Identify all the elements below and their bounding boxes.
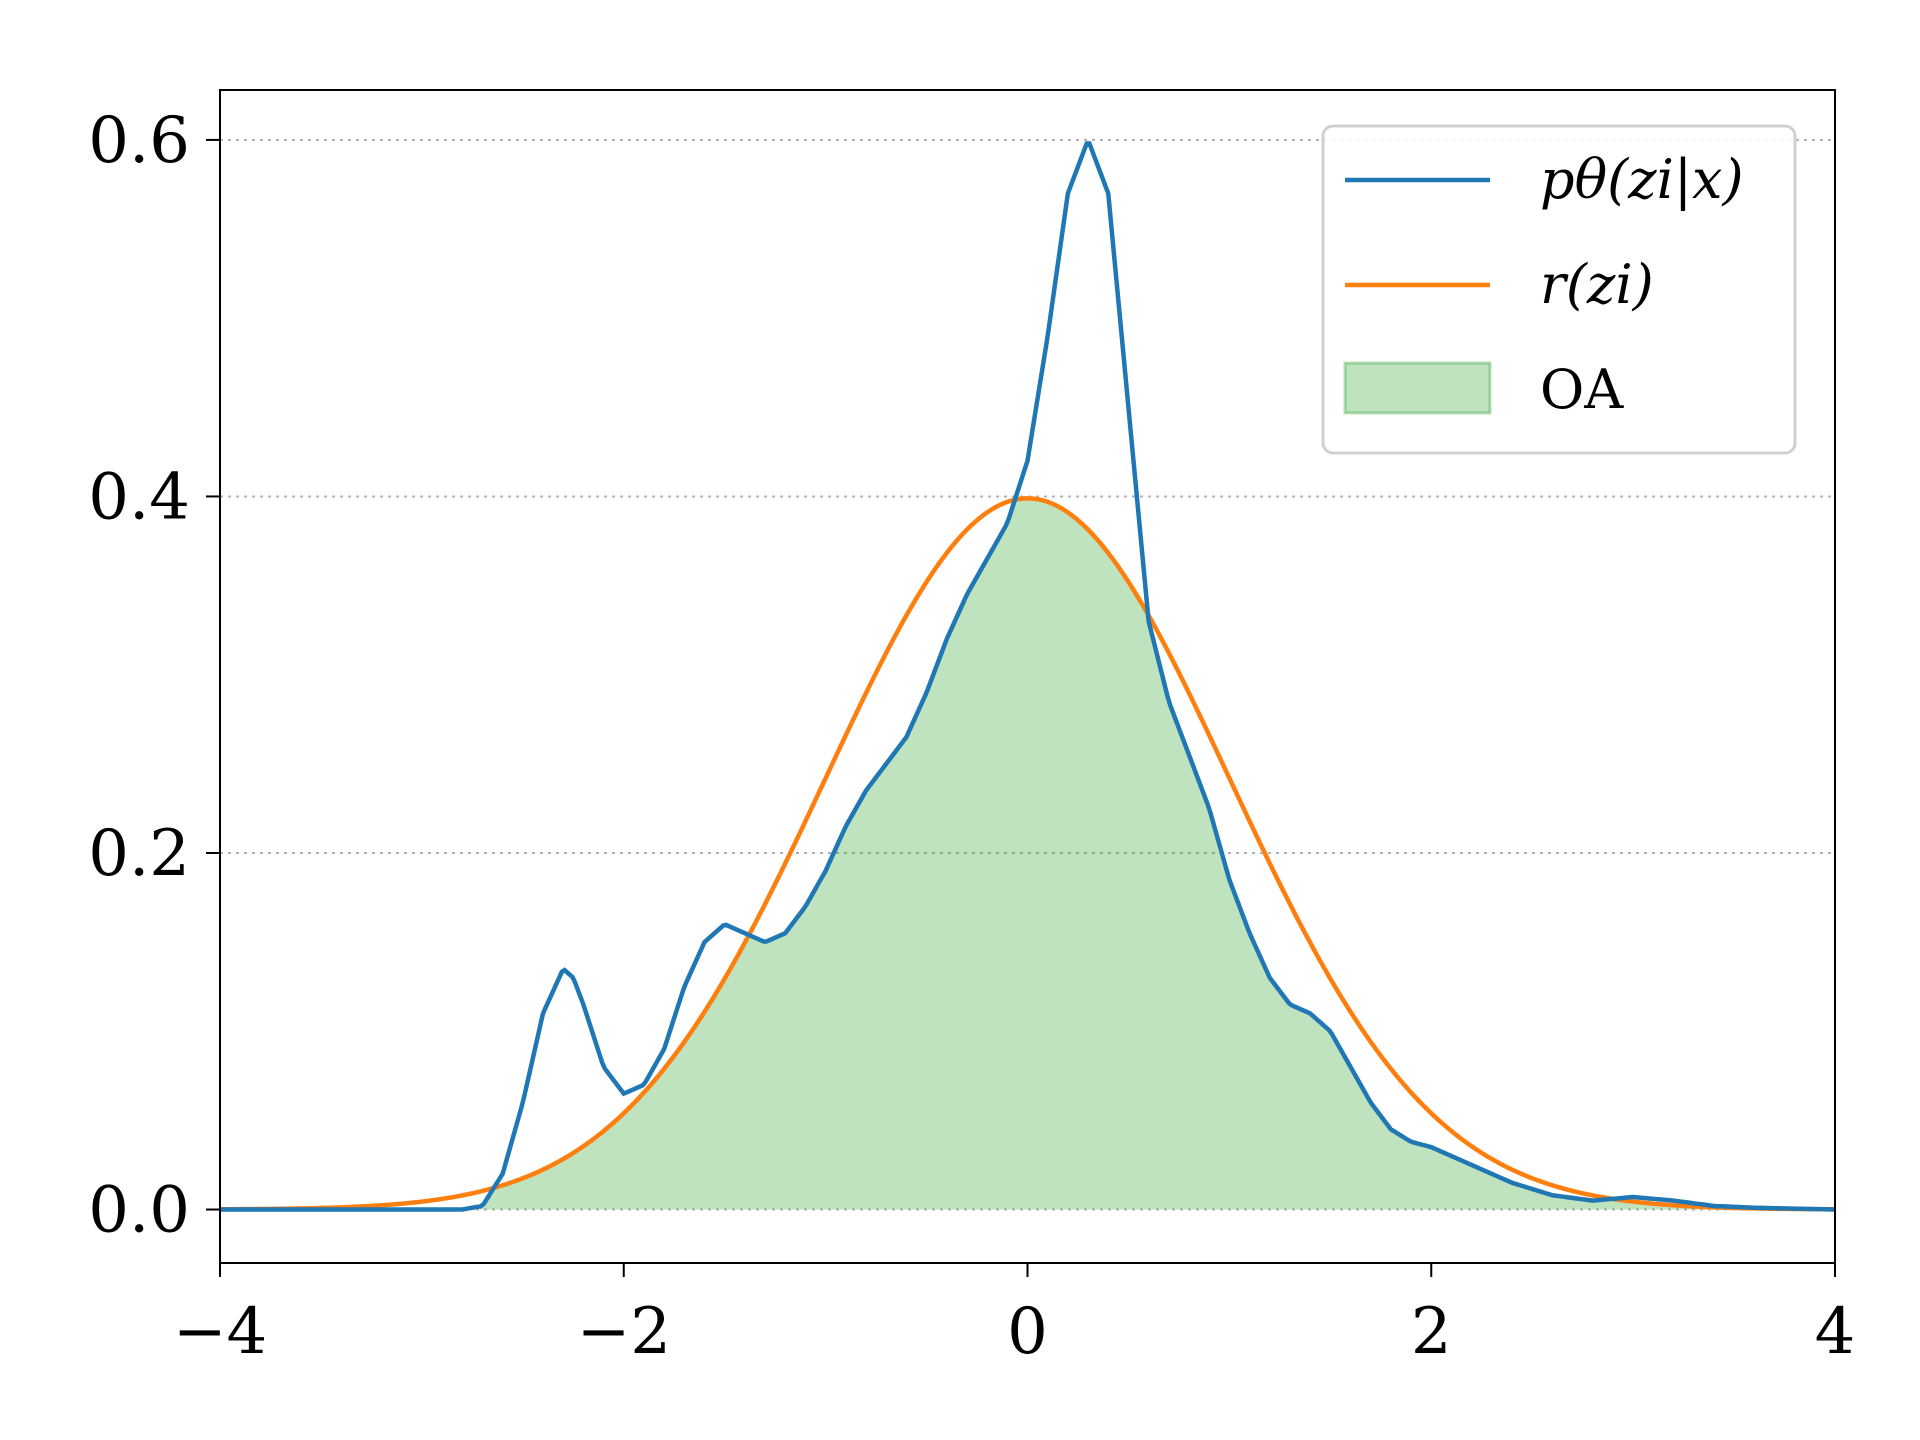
y-tick-label-1: 0.2 [88, 817, 190, 891]
legend: pθ(zi|x) r(zi) OA [1321, 124, 1797, 455]
overlap-area [220, 498, 1835, 1210]
y-tick-label-3: 0.6 [88, 104, 190, 178]
y-tick-label-0: 0.0 [88, 1174, 190, 1248]
x-tick-label-4: 4 [1815, 1295, 1856, 1369]
legend-label-oa: OA [1540, 358, 1624, 421]
x-tick-label-1: −2 [577, 1295, 671, 1369]
y-tick-label-2: 0.4 [88, 460, 190, 534]
x-tick-label-2: 0 [1007, 1295, 1048, 1369]
axis-ticks: −4 −2 0 2 4 0.0 0.2 0.4 0.6 [88, 104, 1855, 1369]
series-line-p-theta [220, 141, 1836, 1212]
overlap-area-fill [220, 498, 1835, 1210]
series-line-r [219, 496, 1836, 1212]
x-tick-label-3: 2 [1411, 1295, 1452, 1369]
series-lines [219, 141, 1836, 1212]
legend-patch-oa [1343, 361, 1492, 415]
legend-box [1321, 124, 1797, 455]
legend-label-r: r(zi) [1540, 253, 1654, 316]
x-tick-label-0: −4 [173, 1295, 267, 1369]
legend-label-p-theta: pθ(zi|x) [1540, 148, 1744, 211]
